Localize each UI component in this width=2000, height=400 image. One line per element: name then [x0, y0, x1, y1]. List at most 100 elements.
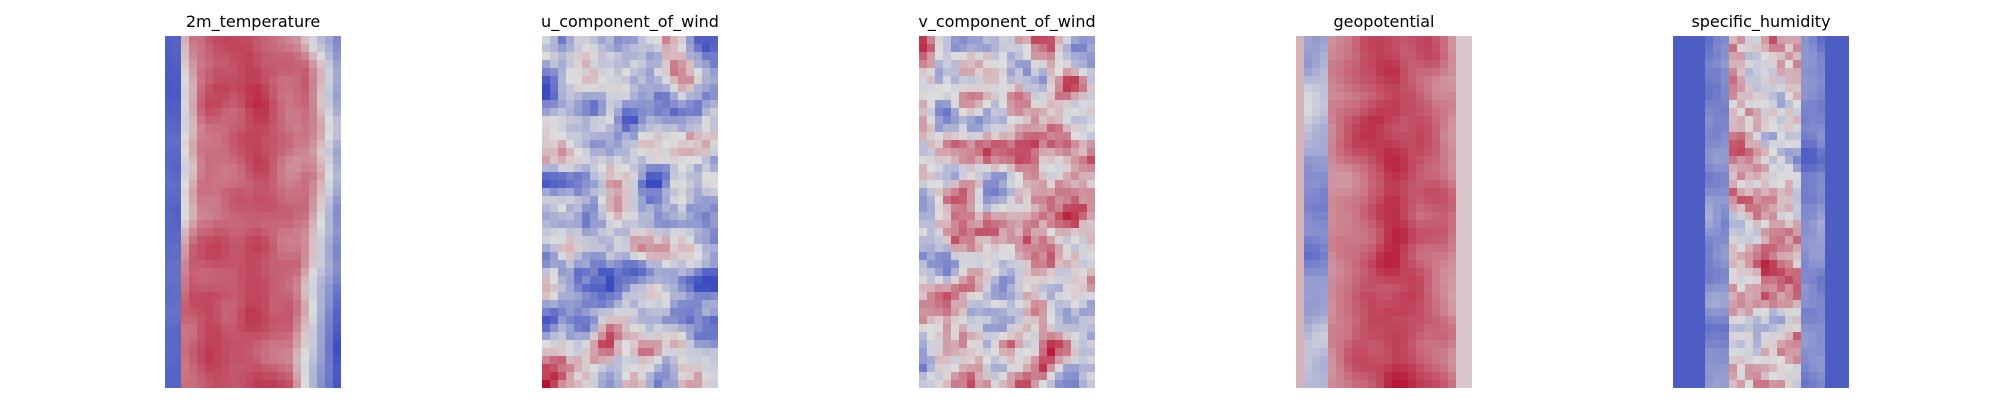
heatmap-cell — [1015, 300, 1024, 309]
heatmap-cell — [1015, 44, 1024, 53]
heatmap-cell — [582, 76, 591, 85]
heatmap-cell — [285, 196, 294, 205]
heatmap-cell — [1312, 36, 1321, 45]
heatmap-cell — [927, 228, 936, 237]
heatmap-cell — [1753, 188, 1762, 197]
heatmap-cell — [317, 244, 326, 253]
heatmap-cell — [606, 356, 615, 365]
heatmap-cell — [1079, 68, 1088, 77]
heatmap-cell — [951, 76, 960, 85]
heatmap-cell — [1416, 284, 1425, 293]
heatmap-cell — [1087, 284, 1095, 293]
heatmap-cell — [1376, 316, 1385, 325]
heatmap-cell — [277, 164, 286, 173]
heatmap-cell — [237, 196, 246, 205]
heatmap-cell — [1681, 260, 1690, 269]
heatmap-cell — [205, 260, 214, 269]
heatmap-cell — [1344, 140, 1353, 149]
heatmap-cell — [1424, 364, 1433, 373]
heatmap-cell — [1777, 36, 1786, 45]
heatmap-cell — [654, 260, 663, 269]
heatmap-cell — [1689, 260, 1698, 269]
heatmap-cell — [285, 212, 294, 221]
heatmap-cell — [1448, 292, 1457, 301]
heatmap-cell — [253, 244, 262, 253]
heatmap-cell — [975, 220, 984, 229]
heatmap-cell — [245, 188, 254, 197]
heatmap-cell — [1328, 348, 1337, 357]
heatmap-cell — [317, 92, 326, 101]
heatmap-cell — [1769, 116, 1778, 125]
heatmap-cell — [1336, 108, 1345, 117]
heatmap-cell — [654, 60, 663, 69]
heatmap-cell — [309, 292, 318, 301]
heatmap-cell — [1833, 84, 1842, 93]
heatmap-cell — [654, 36, 663, 45]
heatmap-cell — [1705, 60, 1714, 69]
heatmap-cell — [1432, 92, 1441, 101]
heatmap-cell — [999, 252, 1008, 261]
heatmap-cell — [1705, 292, 1714, 301]
heatmap-cell — [1753, 52, 1762, 61]
heatmap-cell — [1761, 60, 1770, 69]
heatmap-cell — [542, 380, 551, 388]
heatmap-cell — [1071, 260, 1080, 269]
heatmap-cell — [1320, 108, 1329, 117]
heatmap-cell — [1841, 212, 1849, 221]
heatmap-cell — [566, 156, 575, 165]
heatmap-cell — [301, 308, 310, 317]
heatmap-cell — [694, 204, 703, 213]
heatmap-cell — [1456, 292, 1465, 301]
heatmap-cell — [277, 340, 286, 349]
heatmap-cell — [1087, 36, 1095, 45]
heatmap-cell — [1841, 324, 1849, 333]
heatmap-cell — [1352, 300, 1361, 309]
heatmap-cell — [293, 276, 302, 285]
heatmap-cell — [1464, 244, 1472, 253]
heatmap-cell — [197, 140, 206, 149]
heatmap-cell — [542, 60, 551, 69]
heatmap-cell — [975, 172, 984, 181]
heatmap-cell — [253, 308, 262, 317]
heatmap-cell — [1320, 76, 1329, 85]
heatmap-cell — [1023, 348, 1032, 357]
heatmap-cell — [1721, 308, 1730, 317]
heatmap-cell — [991, 44, 1000, 53]
heatmap-cell — [1817, 300, 1826, 309]
heatmap-cell — [189, 380, 198, 388]
heatmap-cell — [229, 324, 238, 333]
heatmap-cell — [678, 228, 687, 237]
heatmap-cell — [542, 92, 551, 101]
heatmap-cell — [1368, 292, 1377, 301]
heatmap-cell — [181, 76, 190, 85]
heatmap-cell — [694, 348, 703, 357]
heatmap-cell — [333, 84, 341, 93]
heatmap-cell — [165, 52, 174, 61]
heatmap-cell — [606, 316, 615, 325]
heatmap-cell — [253, 364, 262, 373]
heatmap-cell — [662, 292, 671, 301]
heatmap-cell — [1833, 292, 1842, 301]
heatmap-cell — [919, 36, 928, 45]
heatmap-cell — [317, 172, 326, 181]
heatmap-cell — [943, 260, 952, 269]
heatmap-cell — [1793, 116, 1802, 125]
heatmap-cell — [1448, 76, 1457, 85]
heatmap-cell — [1681, 180, 1690, 189]
heatmap-cell — [261, 324, 270, 333]
heatmap-cell — [317, 156, 326, 165]
heatmap-cell — [1039, 260, 1048, 269]
heatmap-cell — [919, 68, 928, 77]
heatmap-cell — [1785, 332, 1794, 341]
heatmap-cell — [1408, 228, 1417, 237]
heatmap-cell — [1729, 204, 1738, 213]
heatmap-cell — [1400, 124, 1409, 133]
heatmap-cell — [614, 372, 623, 381]
heatmap-cell — [301, 68, 310, 77]
heatmap-cell — [1336, 260, 1345, 269]
heatmap-cell — [1039, 348, 1048, 357]
heatmap-cell — [630, 100, 639, 109]
heatmap-cell — [951, 156, 960, 165]
heatmap-cell — [1777, 228, 1786, 237]
heatmap-cell — [959, 332, 968, 341]
